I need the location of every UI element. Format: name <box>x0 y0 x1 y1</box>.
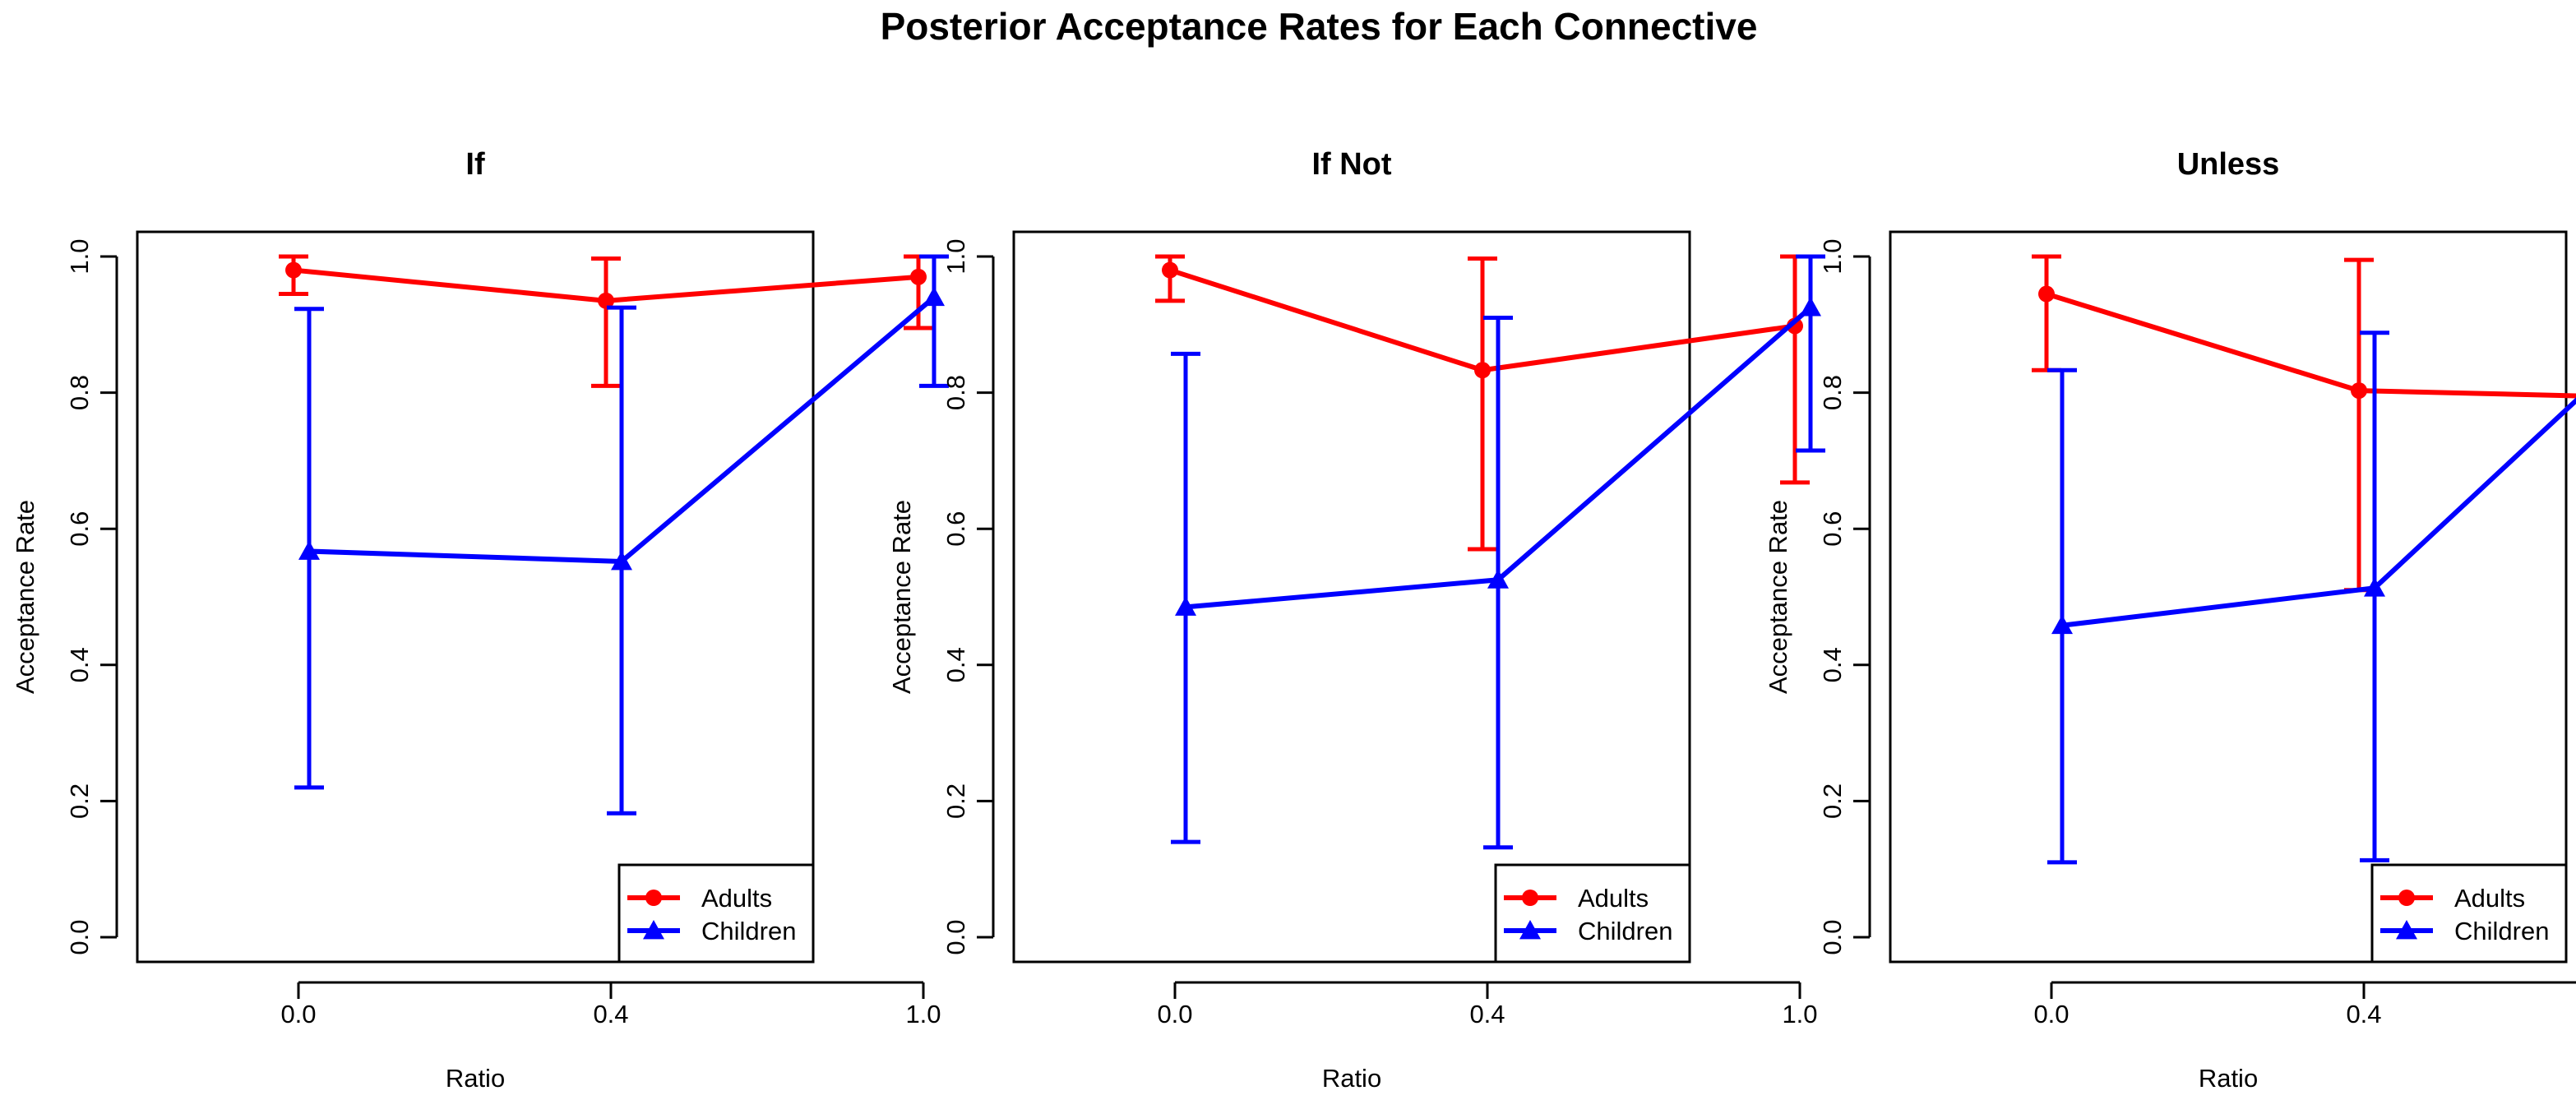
data-point <box>611 550 632 571</box>
y-tick-label: 0.4 <box>65 647 94 682</box>
panel-title: Unless <box>2177 147 2280 182</box>
series-children <box>1171 254 1825 850</box>
y-tick-label: 1.0 <box>941 238 970 274</box>
x-tick-label: 1.0 <box>1782 1000 1817 1028</box>
data-point <box>2351 382 2367 400</box>
legend-marker <box>1522 890 1538 906</box>
y-tick-label: 1.0 <box>65 238 94 274</box>
data-point <box>298 540 320 560</box>
data-point <box>1175 596 1196 616</box>
legend-marker <box>643 920 664 940</box>
x-tick-label: 0.0 <box>1157 1000 1192 1028</box>
legend-item-adults: Adults <box>2380 884 2525 913</box>
x-axis-label: Ratio <box>1322 1064 1381 1093</box>
y-tick-label: 1.0 <box>1818 238 1847 274</box>
legend-item-adults: Adults <box>1504 884 1649 913</box>
x-axis-label: Ratio <box>446 1064 505 1093</box>
data-point <box>910 268 927 285</box>
x-tick-label: 0.4 <box>593 1000 628 1028</box>
legend-box <box>617 863 815 964</box>
x-tick-label: 0.4 <box>2346 1000 2381 1028</box>
data-point <box>598 292 614 309</box>
data-point <box>2051 614 2073 635</box>
legend-item-children: Children <box>1504 917 1672 945</box>
legend: Adults Children <box>1494 863 1691 964</box>
data-point <box>285 261 302 279</box>
y-tick-label: 0.0 <box>1818 919 1847 954</box>
y-tick-label: 0.8 <box>65 375 94 410</box>
x-tick-label: 1.0 <box>905 1000 941 1028</box>
panel-title: If <box>465 147 485 182</box>
y-tick-label: 0.2 <box>1818 783 1847 819</box>
y-axis-label: Acceptance Rate <box>11 500 39 694</box>
legend-label: Adults <box>1578 884 1649 913</box>
y-tick-label: 0.6 <box>941 511 970 547</box>
panel-title: If Not <box>1311 147 1391 182</box>
y-tick-label: 0.0 <box>941 919 970 954</box>
y-tick-label: 0.2 <box>65 783 94 819</box>
legend-label: Children <box>1578 917 1672 945</box>
y-tick-label: 0.8 <box>941 375 970 410</box>
y-tick-label: 0.2 <box>941 783 970 819</box>
legend: Adults Children <box>617 863 815 964</box>
legend-label: Adults <box>2454 884 2525 913</box>
legend: Adults Children <box>2370 863 2568 964</box>
x-tick-label: 0.4 <box>1469 1000 1505 1028</box>
legend-label: Children <box>701 917 796 945</box>
data-point <box>923 286 945 307</box>
data-point <box>1474 362 1491 379</box>
data-point <box>2364 577 2385 597</box>
legend-item-children: Children <box>627 917 796 945</box>
x-tick-label: 0.0 <box>2033 1000 2069 1028</box>
plot-frame <box>1012 230 1691 964</box>
plot-frame <box>1889 230 2568 964</box>
legend-item-children: Children <box>2380 917 2549 945</box>
y-axis-label: Acceptance Rate <box>887 500 916 694</box>
legend-marker <box>645 890 662 906</box>
legend-label: Children <box>2454 917 2549 945</box>
series-children <box>294 254 949 816</box>
legend-marker <box>2398 890 2415 906</box>
y-tick-label: 0.6 <box>1818 511 1847 547</box>
y-axis-label: Acceptance Rate <box>1764 500 1792 694</box>
y-tick-label: 0.8 <box>1818 375 1847 410</box>
panel-if: If 0.0 0.2 0.4 0.6 0.8 1.0 0.0 0.4 1.0 Ratio Accept… <box>11 147 949 1093</box>
y-tick-label: 0.0 <box>65 919 94 954</box>
data-point <box>1800 297 1821 317</box>
legend-label: Adults <box>701 884 772 913</box>
y-tick-label: 0.4 <box>1818 647 1847 682</box>
series-adults <box>279 254 933 388</box>
y-tick-label: 0.6 <box>65 511 94 547</box>
series-children <box>2047 330 2576 865</box>
legend-box <box>1494 863 1691 964</box>
legend-box <box>2370 863 2568 964</box>
panels: If 0.0 0.2 0.4 0.6 0.8 1.0 0.0 0.4 1.0 Ratio Accept… <box>11 147 2576 1093</box>
data-point <box>1162 261 1178 279</box>
data-point <box>1487 569 1509 589</box>
legend-item-adults: Adults <box>627 884 772 913</box>
chart-title: Posterior Acceptance Rates for Each Conn… <box>881 5 1758 48</box>
legend-marker <box>1519 920 1541 940</box>
x-axis-label: Ratio <box>2199 1064 2258 1093</box>
legend-marker <box>2396 920 2417 940</box>
series-adults <box>1155 254 1810 552</box>
panel-unless: Unless 0.0 0.2 0.4 0.6 0.8 1.0 0.0 0.4 1.0 Ratio Ac… <box>1764 147 2576 1093</box>
y-tick-label: 0.4 <box>941 647 970 682</box>
data-point <box>2038 285 2055 303</box>
plot-frame <box>136 230 815 964</box>
panel-if-not: If Not 0.0 0.2 0.4 0.6 0.8 1.0 0.0 0.4 1.0 Ratio Ac… <box>887 147 1825 1093</box>
x-tick-label: 0.0 <box>280 1000 316 1028</box>
